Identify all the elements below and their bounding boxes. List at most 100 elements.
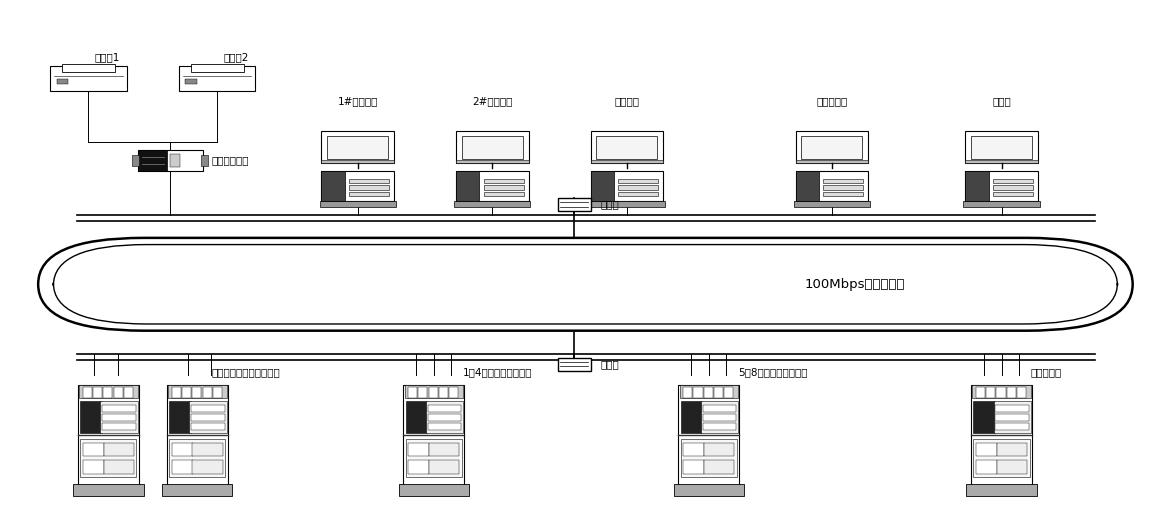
Bar: [182, 387, 191, 398]
Text: 气体预处理、火炼控制器: 气体预处理、火炼控制器: [211, 367, 280, 377]
Bar: [449, 387, 458, 398]
Bar: [406, 439, 462, 477]
Bar: [591, 160, 663, 163]
Bar: [191, 423, 225, 430]
Bar: [796, 171, 819, 201]
Bar: [103, 387, 113, 398]
Bar: [408, 460, 429, 474]
Text: 数据服务器: 数据服务器: [816, 96, 847, 107]
Bar: [703, 387, 713, 398]
Bar: [83, 460, 104, 474]
Bar: [986, 387, 995, 398]
Bar: [103, 443, 134, 457]
Bar: [428, 423, 462, 430]
Text: 5～8号发电机组控制器: 5～8号发电机组控制器: [738, 367, 808, 377]
Bar: [1017, 387, 1027, 398]
Bar: [138, 150, 203, 171]
Bar: [103, 460, 134, 474]
Bar: [823, 179, 863, 183]
Text: 电气控制器: 电气控制器: [1031, 367, 1062, 377]
FancyBboxPatch shape: [39, 238, 1132, 331]
Bar: [993, 179, 1033, 183]
Bar: [619, 179, 659, 183]
Bar: [169, 401, 191, 433]
Bar: [703, 415, 736, 421]
Bar: [484, 192, 524, 196]
Bar: [56, 79, 68, 84]
Bar: [114, 387, 123, 398]
Bar: [166, 385, 227, 485]
Bar: [429, 387, 438, 398]
Bar: [191, 405, 225, 412]
Bar: [81, 401, 102, 433]
Bar: [102, 415, 136, 421]
Bar: [440, 387, 448, 398]
Bar: [558, 358, 591, 371]
Bar: [429, 443, 459, 457]
Bar: [162, 484, 232, 496]
Bar: [321, 160, 394, 163]
Bar: [327, 136, 388, 159]
Bar: [974, 439, 1030, 477]
Bar: [796, 131, 868, 163]
Bar: [972, 385, 1033, 485]
Bar: [168, 385, 226, 399]
Bar: [185, 79, 197, 84]
Bar: [455, 201, 531, 207]
Bar: [823, 192, 863, 196]
Bar: [408, 443, 429, 457]
Bar: [993, 186, 1033, 190]
Bar: [403, 385, 464, 485]
Bar: [192, 387, 202, 398]
Bar: [704, 443, 735, 457]
Text: 2#操作员站: 2#操作员站: [472, 96, 512, 107]
Bar: [591, 171, 614, 201]
Bar: [703, 423, 736, 430]
Bar: [132, 156, 139, 165]
Bar: [694, 387, 702, 398]
Bar: [171, 460, 193, 474]
Bar: [976, 460, 997, 474]
Bar: [588, 201, 665, 207]
Bar: [428, 405, 462, 412]
Bar: [619, 186, 659, 190]
Bar: [202, 156, 209, 165]
Bar: [796, 160, 868, 163]
Bar: [674, 484, 744, 496]
Bar: [425, 401, 463, 433]
Bar: [456, 131, 529, 163]
Bar: [597, 136, 657, 159]
Text: 监视站: 监视站: [993, 96, 1011, 107]
Bar: [966, 171, 1038, 201]
Bar: [462, 136, 523, 159]
Bar: [321, 171, 394, 201]
Bar: [171, 387, 180, 398]
Bar: [83, 443, 104, 457]
Bar: [591, 171, 663, 201]
Bar: [102, 423, 136, 430]
Bar: [179, 66, 255, 91]
Bar: [321, 171, 345, 201]
Text: 1～4号发电机组控制器: 1～4号发电机组控制器: [463, 367, 532, 377]
Bar: [406, 401, 427, 433]
Bar: [966, 131, 1038, 163]
Bar: [683, 387, 693, 398]
Text: 交换机: 交换机: [600, 359, 619, 369]
Bar: [408, 387, 417, 398]
Bar: [124, 387, 132, 398]
Bar: [80, 385, 137, 399]
Bar: [404, 385, 463, 399]
Bar: [74, 484, 143, 496]
Bar: [429, 460, 459, 474]
Bar: [321, 131, 394, 163]
Bar: [619, 192, 659, 196]
Bar: [191, 64, 244, 72]
Bar: [802, 136, 863, 159]
Bar: [681, 439, 737, 477]
Bar: [456, 171, 529, 201]
Bar: [704, 460, 735, 474]
Bar: [701, 401, 738, 433]
Bar: [679, 385, 740, 485]
Bar: [428, 415, 462, 421]
Bar: [102, 405, 136, 412]
